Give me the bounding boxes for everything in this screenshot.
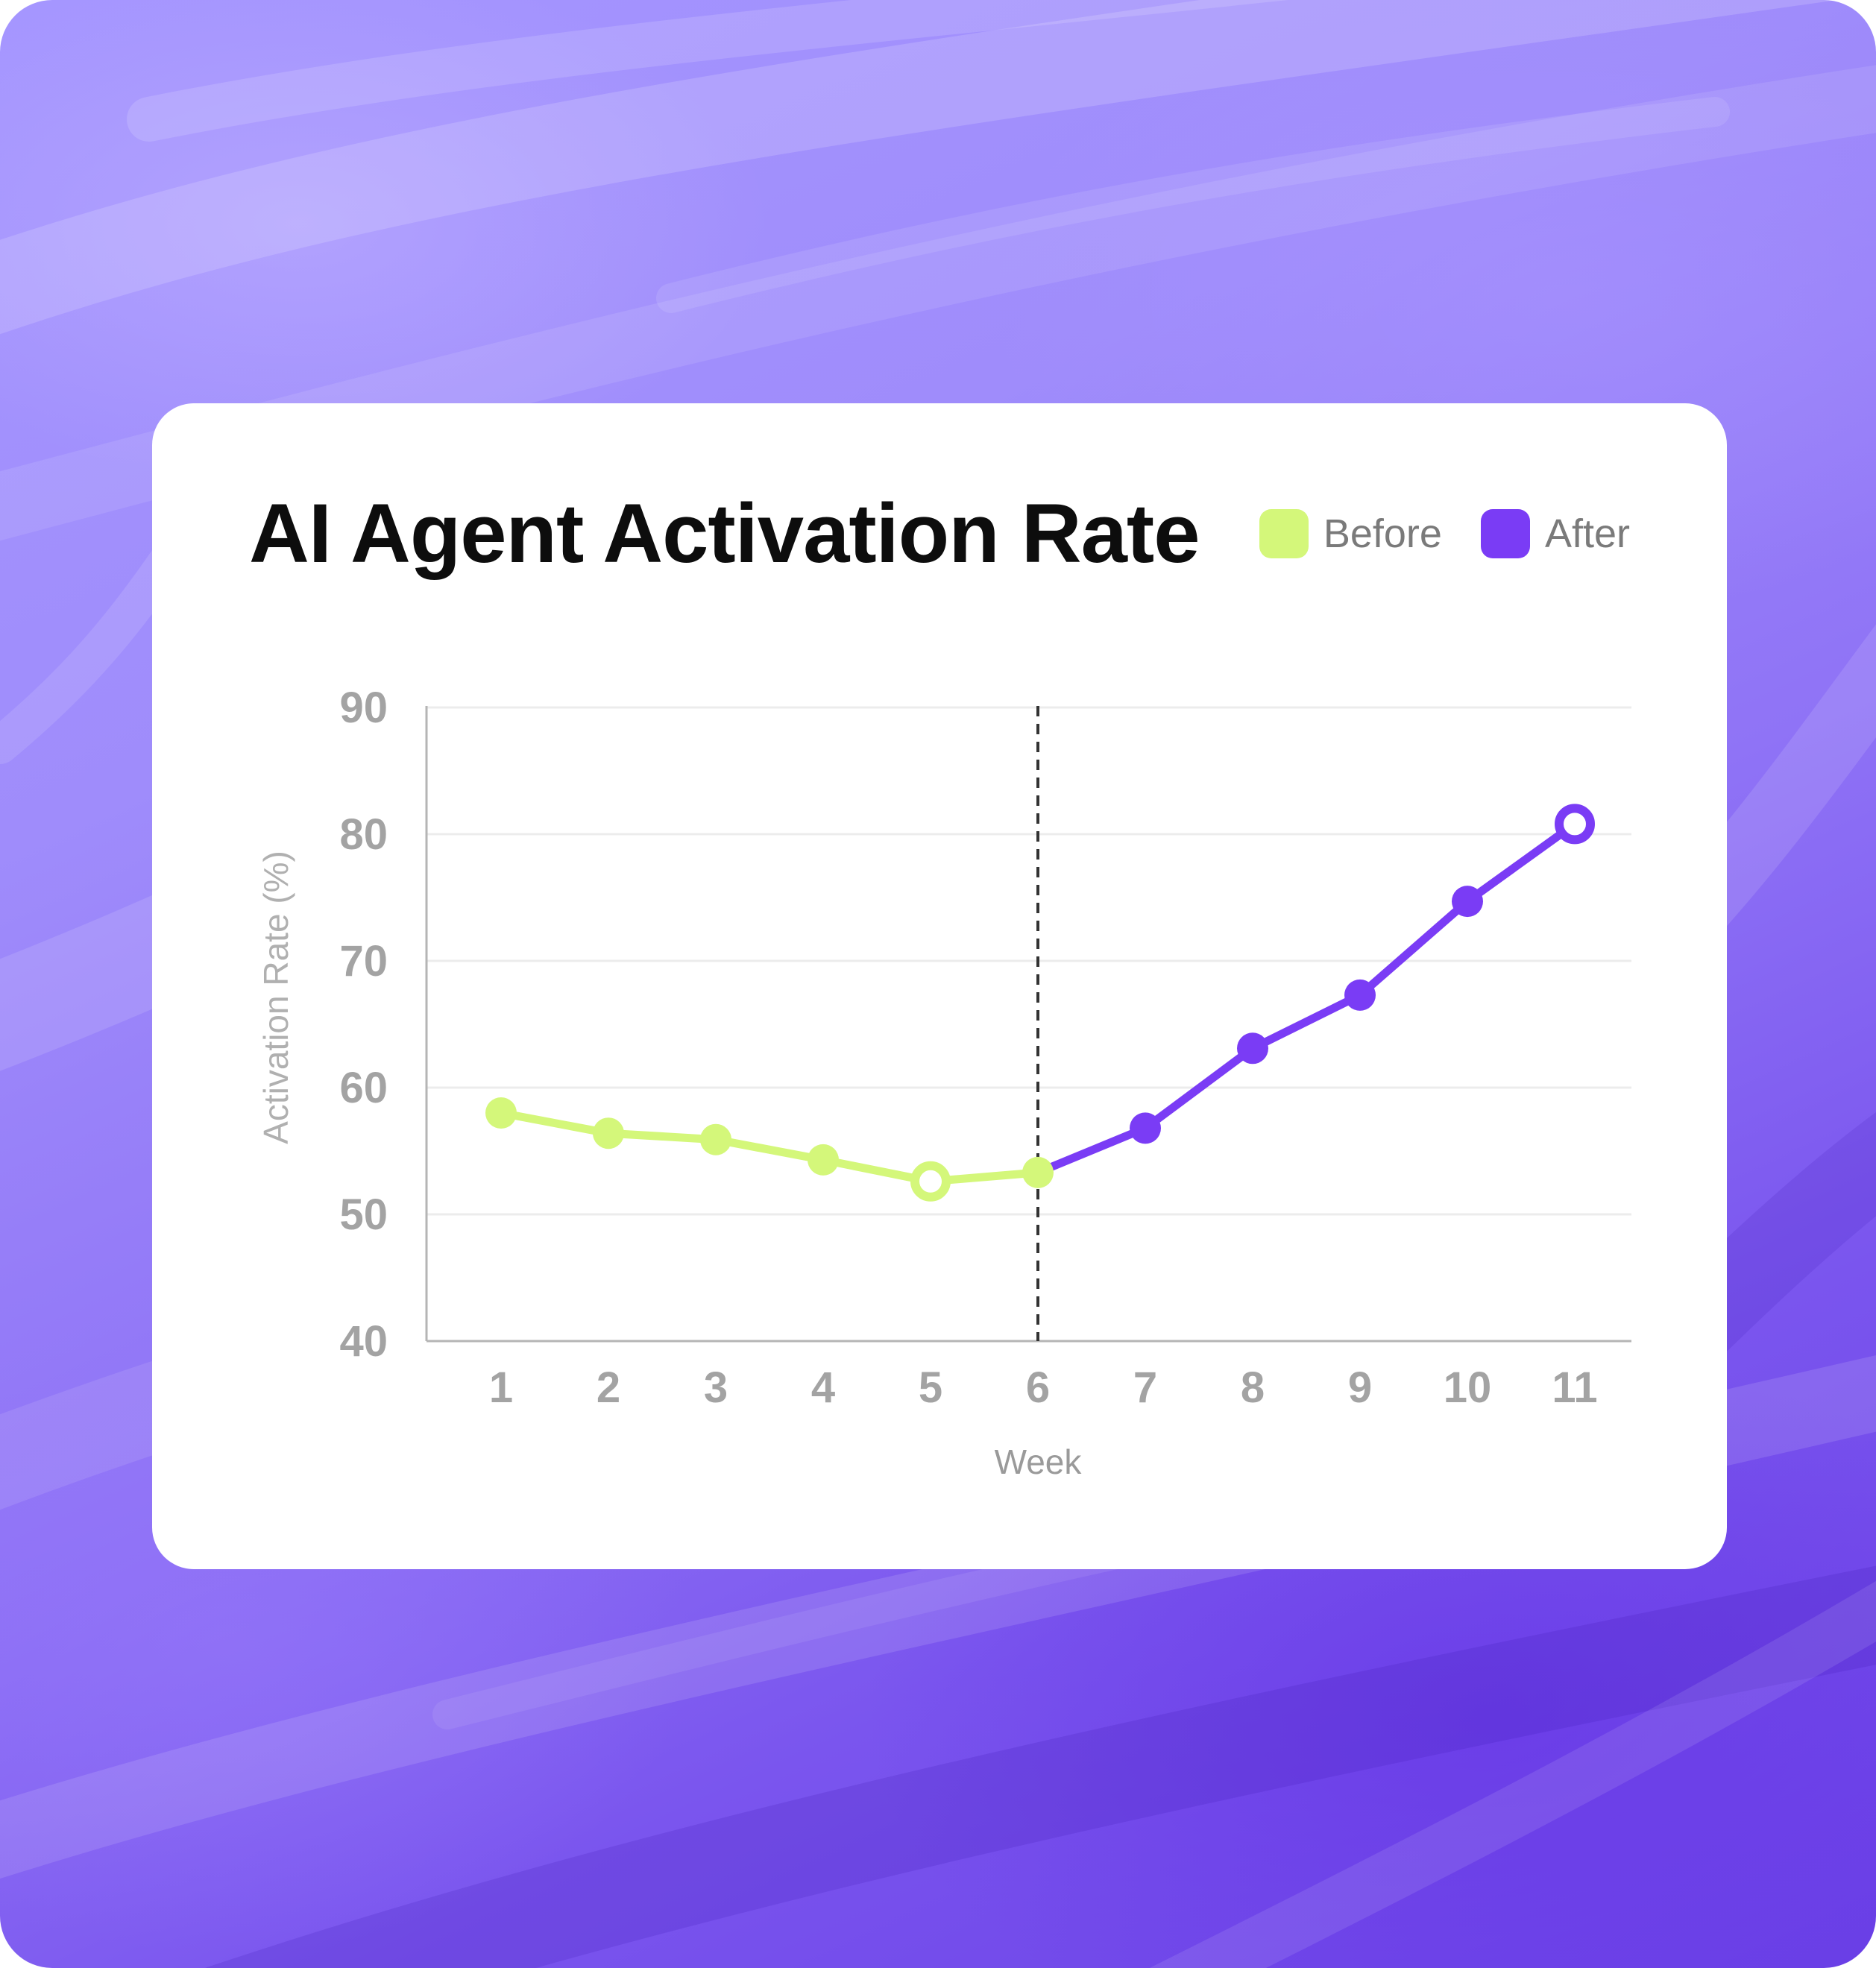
y-tick-label: 80 <box>339 810 388 859</box>
data-point <box>1452 886 1483 918</box>
legend-label-before: Before <box>1323 511 1442 556</box>
x-tick-label: 5 <box>919 1363 942 1412</box>
y-tick-label: 90 <box>339 684 388 732</box>
series-line-before <box>497 1108 1042 1186</box>
y-tick-label: 40 <box>339 1317 388 1366</box>
data-point <box>700 1123 731 1155</box>
line-chart: 40 50 60 70 80 90 1 2 3 4 5 6 7 8 9 10 11 Week Activation … <box>256 684 1631 1481</box>
x-tick-label: 8 <box>1241 1363 1265 1412</box>
data-point <box>593 1117 624 1149</box>
legend-item-before: Before <box>1259 509 1442 558</box>
x-axis-title: Week <box>995 1442 1083 1481</box>
series-line-after <box>1033 819 1579 1177</box>
data-point <box>1237 1032 1268 1065</box>
data-point <box>485 1097 517 1129</box>
x-tick-label: 4 <box>811 1363 835 1412</box>
legend: Before After <box>1221 509 1630 558</box>
data-point <box>1344 979 1376 1011</box>
legend-swatch-before <box>1259 509 1309 558</box>
x-tick-label: 10 <box>1444 1363 1492 1412</box>
chart-card: 40 50 60 70 80 90 1 2 3 4 5 6 7 8 9 10 11 Week Activation … <box>152 403 1727 1569</box>
legend-label-after: After <box>1544 511 1630 556</box>
x-tick-label: 6 <box>1026 1363 1050 1412</box>
y-tick-label: 50 <box>339 1190 388 1239</box>
y-tick-label: 60 <box>339 1064 388 1112</box>
data-point <box>1022 1156 1054 1188</box>
data-point <box>808 1144 839 1176</box>
legend-swatch-after <box>1480 509 1530 558</box>
x-tick-label: 7 <box>1133 1363 1157 1412</box>
x-tick-label: 3 <box>704 1363 728 1412</box>
x-tick-label: 2 <box>597 1363 620 1412</box>
y-tick-label: 70 <box>339 937 388 985</box>
data-point <box>1130 1112 1161 1144</box>
x-tick-label: 1 <box>489 1363 513 1412</box>
data-point-highlight <box>1555 804 1595 845</box>
legend-item-after: After <box>1480 509 1630 558</box>
x-tick-label: 9 <box>1348 1363 1372 1412</box>
y-axis-title: Activation Rate (%) <box>256 851 295 1144</box>
chart-title: AI Agent Activation Rate <box>249 487 1200 580</box>
x-tick-label: 11 <box>1552 1363 1597 1412</box>
data-point-highlight <box>910 1161 951 1202</box>
